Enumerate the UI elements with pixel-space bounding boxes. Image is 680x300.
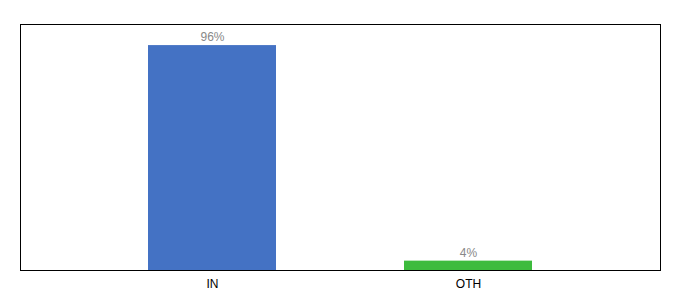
svg-text:4%: 4% xyxy=(460,246,478,260)
svg-text:IN: IN xyxy=(207,277,219,291)
svg-text:OTH: OTH xyxy=(456,277,481,291)
svg-text:96%: 96% xyxy=(200,30,224,44)
